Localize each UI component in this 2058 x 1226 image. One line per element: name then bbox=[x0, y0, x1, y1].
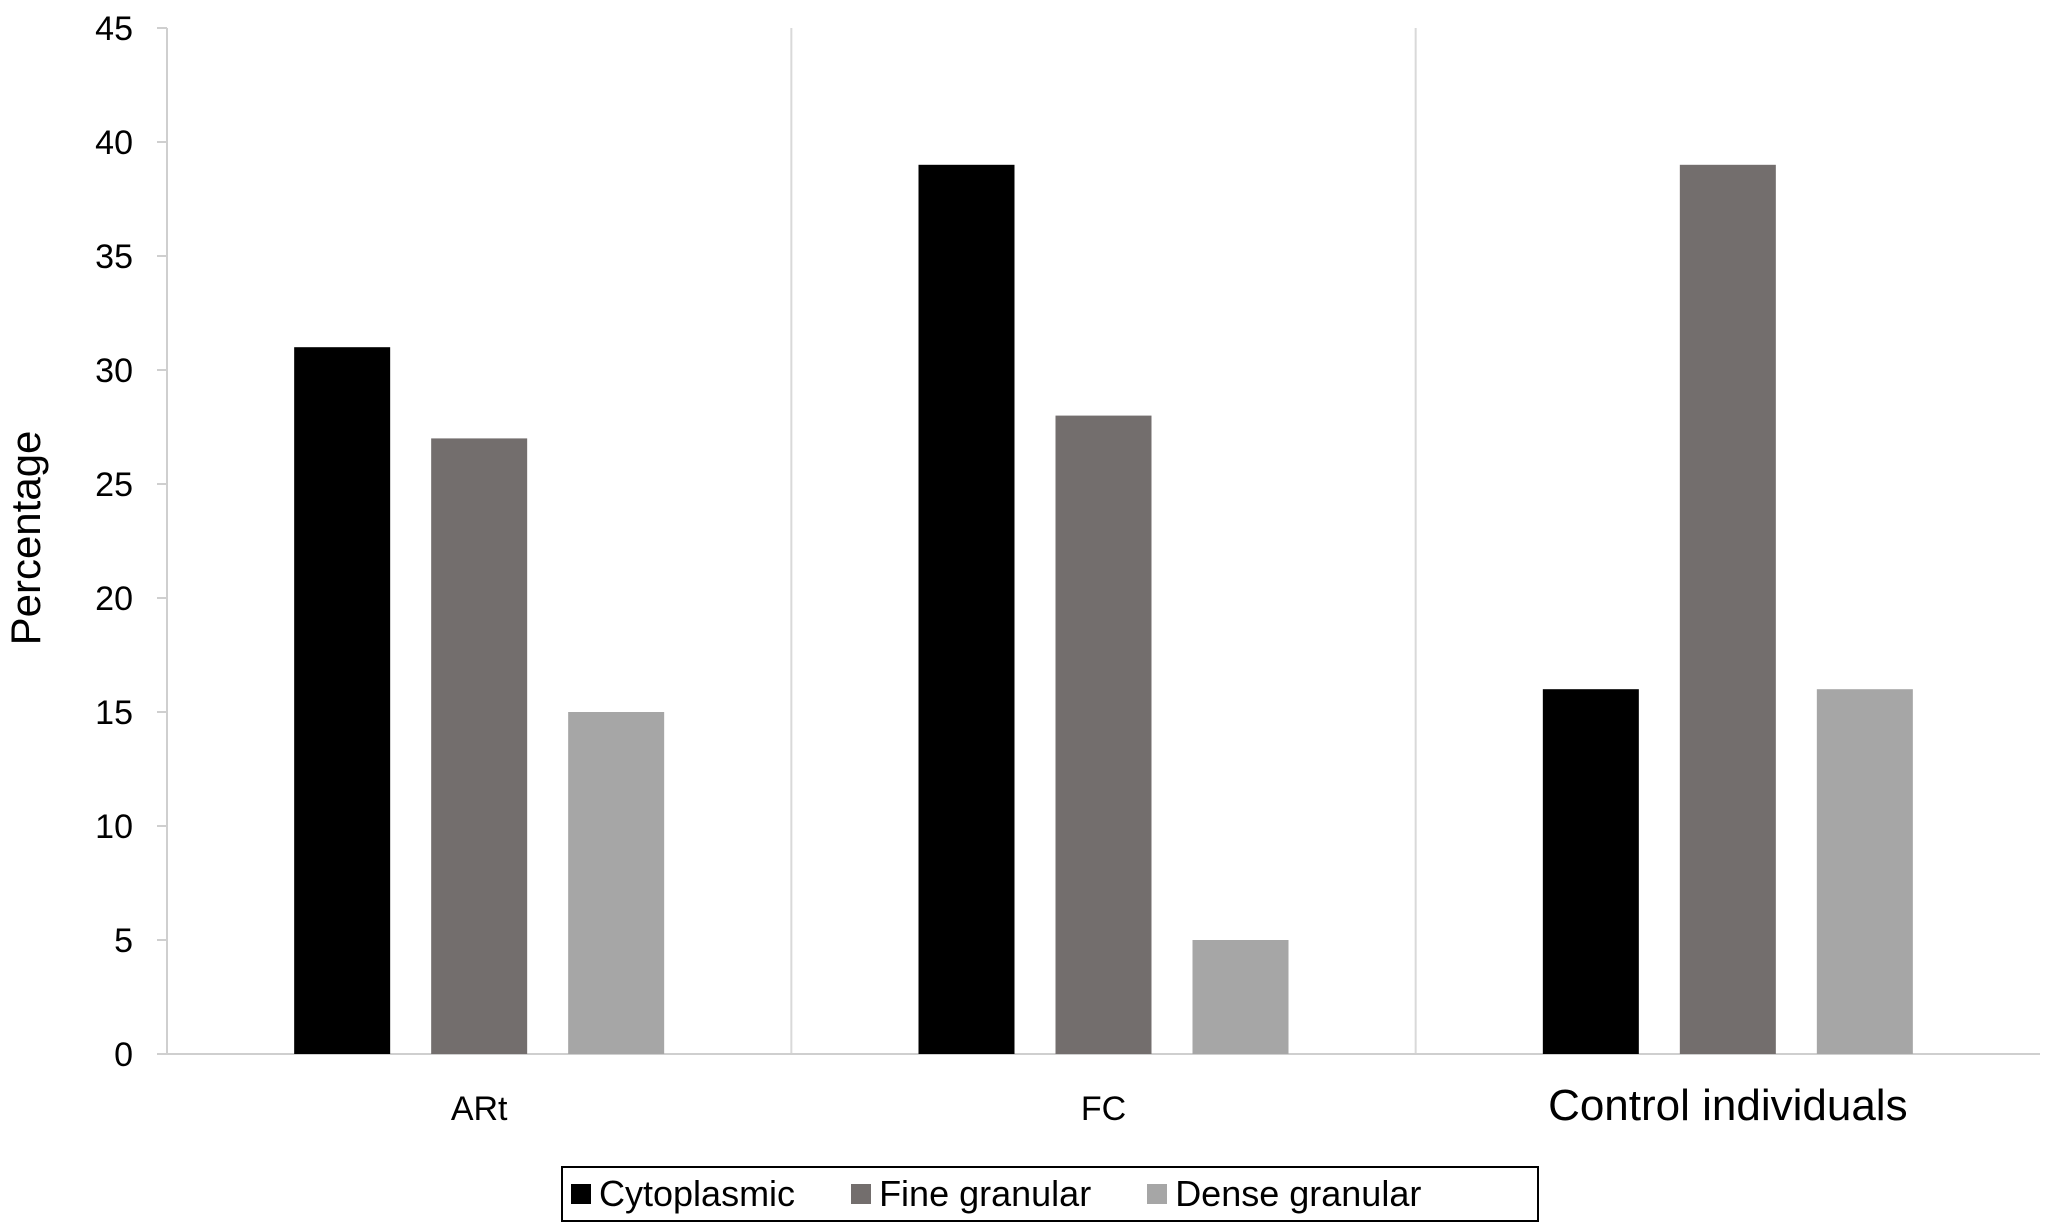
legend-swatch-fine-granular bbox=[851, 1184, 872, 1204]
bar-cytoplasmic-fc bbox=[918, 164, 1015, 1055]
bar-cytoplasmic-art bbox=[294, 347, 391, 1054]
legend-swatch-dense-granular bbox=[1147, 1184, 1168, 1204]
legend-item-dense-granular: Dense granular bbox=[1147, 1173, 1421, 1215]
legend-swatch-cytoplasmic bbox=[571, 1184, 591, 1204]
legend-label-dense-granular: Dense granular bbox=[1175, 1173, 1422, 1214]
bar-fine-granular-art bbox=[431, 438, 528, 1054]
bar-dense-granular-fc bbox=[1192, 940, 1289, 1054]
y-tick-label: 5 bbox=[114, 922, 133, 960]
legend-label-fine-granular: Fine granular bbox=[879, 1173, 1092, 1214]
bar-cytoplasmic-control-individuals bbox=[1542, 689, 1639, 1054]
bar-fine-granular-fc bbox=[1055, 415, 1152, 1055]
legend: Cytoplasmic Fine granular Dense granular bbox=[561, 1166, 1539, 1222]
y-axis-ticks: 0 5 10 15 20 25 30 35 40 45 bbox=[95, 10, 167, 1074]
bars bbox=[294, 164, 1913, 1055]
x-category-label: Control individuals bbox=[1548, 1081, 1908, 1130]
y-tick-label: 40 bbox=[95, 124, 133, 162]
y-tick-label: 30 bbox=[95, 352, 133, 390]
y-tick-label: 0 bbox=[114, 1036, 133, 1074]
x-axis-categories: ARt FC Control individuals bbox=[451, 1081, 1908, 1130]
bar-fine-granular-control-individuals bbox=[1679, 164, 1776, 1055]
y-tick-label: 25 bbox=[95, 466, 133, 504]
legend-item-cytoplasmic: Cytoplasmic bbox=[571, 1173, 795, 1215]
legend-label-cytoplasmic: Cytoplasmic bbox=[599, 1173, 796, 1214]
x-category-label: FC bbox=[1081, 1090, 1126, 1128]
y-tick-label: 20 bbox=[95, 580, 133, 618]
y-tick-label: 35 bbox=[95, 238, 133, 276]
category-separators bbox=[790, 28, 1417, 1054]
y-tick-label: 10 bbox=[95, 808, 133, 846]
bar-dense-granular-art bbox=[568, 712, 665, 1054]
bar-dense-granular-control-individuals bbox=[1816, 689, 1913, 1054]
legend-item-fine-granular: Fine granular bbox=[851, 1173, 1091, 1215]
y-tick-label: 45 bbox=[95, 10, 133, 48]
x-category-label: ARt bbox=[451, 1090, 508, 1128]
y-axis-label: Percentage bbox=[2, 431, 49, 646]
y-tick-label: 15 bbox=[95, 694, 133, 732]
